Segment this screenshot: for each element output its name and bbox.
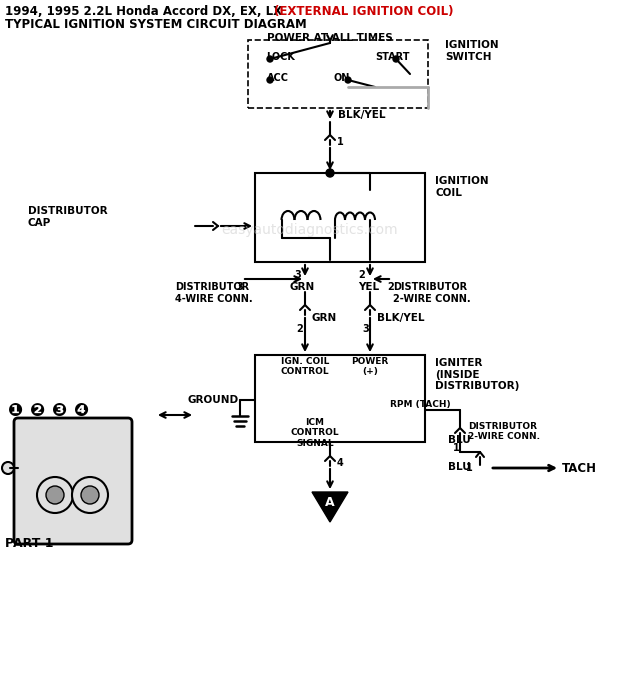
- Text: 1: 1: [453, 443, 460, 453]
- Text: GROUND: GROUND: [187, 395, 239, 405]
- Text: ICM
CONTROL
SIGNAL: ICM CONTROL SIGNAL: [290, 418, 339, 448]
- Text: 1: 1: [466, 463, 473, 473]
- Circle shape: [2, 462, 14, 474]
- Text: LOCK: LOCK: [266, 52, 295, 62]
- Text: ON: ON: [333, 73, 349, 83]
- Polygon shape: [312, 492, 348, 522]
- Circle shape: [46, 486, 64, 504]
- Text: 3: 3: [294, 270, 301, 280]
- Text: ❷: ❷: [30, 402, 45, 420]
- Text: BLU: BLU: [448, 435, 471, 445]
- Text: 3: 3: [236, 282, 243, 292]
- Text: YEL: YEL: [358, 282, 379, 292]
- Text: BLU: BLU: [448, 462, 471, 472]
- Circle shape: [326, 169, 334, 177]
- Text: PART 1: PART 1: [5, 537, 54, 550]
- Text: A: A: [325, 496, 335, 510]
- Text: TYPICAL IGNITION SYSTEM CIRCUIT DIAGRAM: TYPICAL IGNITION SYSTEM CIRCUIT DIAGRAM: [5, 18, 307, 31]
- Text: IGNITER
(INSIDE
DISTRIBUTOR): IGNITER (INSIDE DISTRIBUTOR): [435, 358, 519, 391]
- Text: (EXTERNAL IGNITION COIL): (EXTERNAL IGNITION COIL): [274, 5, 454, 18]
- Text: DISTRIBUTOR
4-WIRE CONN.: DISTRIBUTOR 4-WIRE CONN.: [175, 282, 253, 304]
- Text: TACH: TACH: [562, 461, 597, 475]
- Text: RPM (TACH): RPM (TACH): [390, 400, 451, 409]
- Text: DISTRIBUTOR
CAP: DISTRIBUTOR CAP: [28, 206, 108, 228]
- Text: GRN: GRN: [312, 313, 337, 323]
- Circle shape: [37, 477, 73, 513]
- Bar: [248, 40, 428, 108]
- Text: BLK/YEL: BLK/YEL: [338, 110, 386, 120]
- Text: POWER
(+): POWER (+): [352, 357, 389, 377]
- Bar: [255, 355, 425, 442]
- FancyBboxPatch shape: [14, 418, 132, 544]
- Circle shape: [393, 56, 399, 62]
- Text: POWER AT ALL TIMES: POWER AT ALL TIMES: [267, 33, 393, 43]
- Text: 1994, 1995 2.2L Honda Accord DX, EX, LX: 1994, 1995 2.2L Honda Accord DX, EX, LX: [5, 5, 286, 18]
- Text: 4: 4: [337, 458, 344, 468]
- Circle shape: [345, 77, 351, 83]
- Text: ❸: ❸: [52, 402, 67, 420]
- Text: easyautodiagnostics.com: easyautodiagnostics.com: [222, 223, 399, 237]
- Text: START: START: [375, 52, 410, 62]
- Circle shape: [81, 486, 99, 504]
- Text: IGNITION
SWITCH: IGNITION SWITCH: [445, 40, 499, 62]
- Circle shape: [267, 77, 273, 83]
- Circle shape: [267, 56, 273, 62]
- Bar: [255, 173, 425, 262]
- Text: ❶: ❶: [8, 402, 23, 420]
- Circle shape: [72, 477, 108, 513]
- Text: DISTRIBUTOR
2-WIRE CONN.: DISTRIBUTOR 2-WIRE CONN.: [468, 422, 540, 442]
- Text: 2: 2: [387, 282, 394, 292]
- Text: 2: 2: [296, 324, 303, 334]
- Text: IGNITION
COIL: IGNITION COIL: [435, 176, 489, 197]
- Text: IGN. COIL
CONTROL: IGN. COIL CONTROL: [281, 357, 329, 377]
- Text: 3: 3: [362, 324, 369, 334]
- Text: DISTRIBUTOR
2-WIRE CONN.: DISTRIBUTOR 2-WIRE CONN.: [393, 282, 471, 304]
- Text: ACC: ACC: [267, 73, 289, 83]
- Text: GRN: GRN: [290, 282, 315, 292]
- Text: 2: 2: [358, 270, 365, 280]
- Text: ❹: ❹: [74, 402, 89, 420]
- Text: 1: 1: [337, 137, 344, 147]
- Text: BLK/YEL: BLK/YEL: [377, 313, 425, 323]
